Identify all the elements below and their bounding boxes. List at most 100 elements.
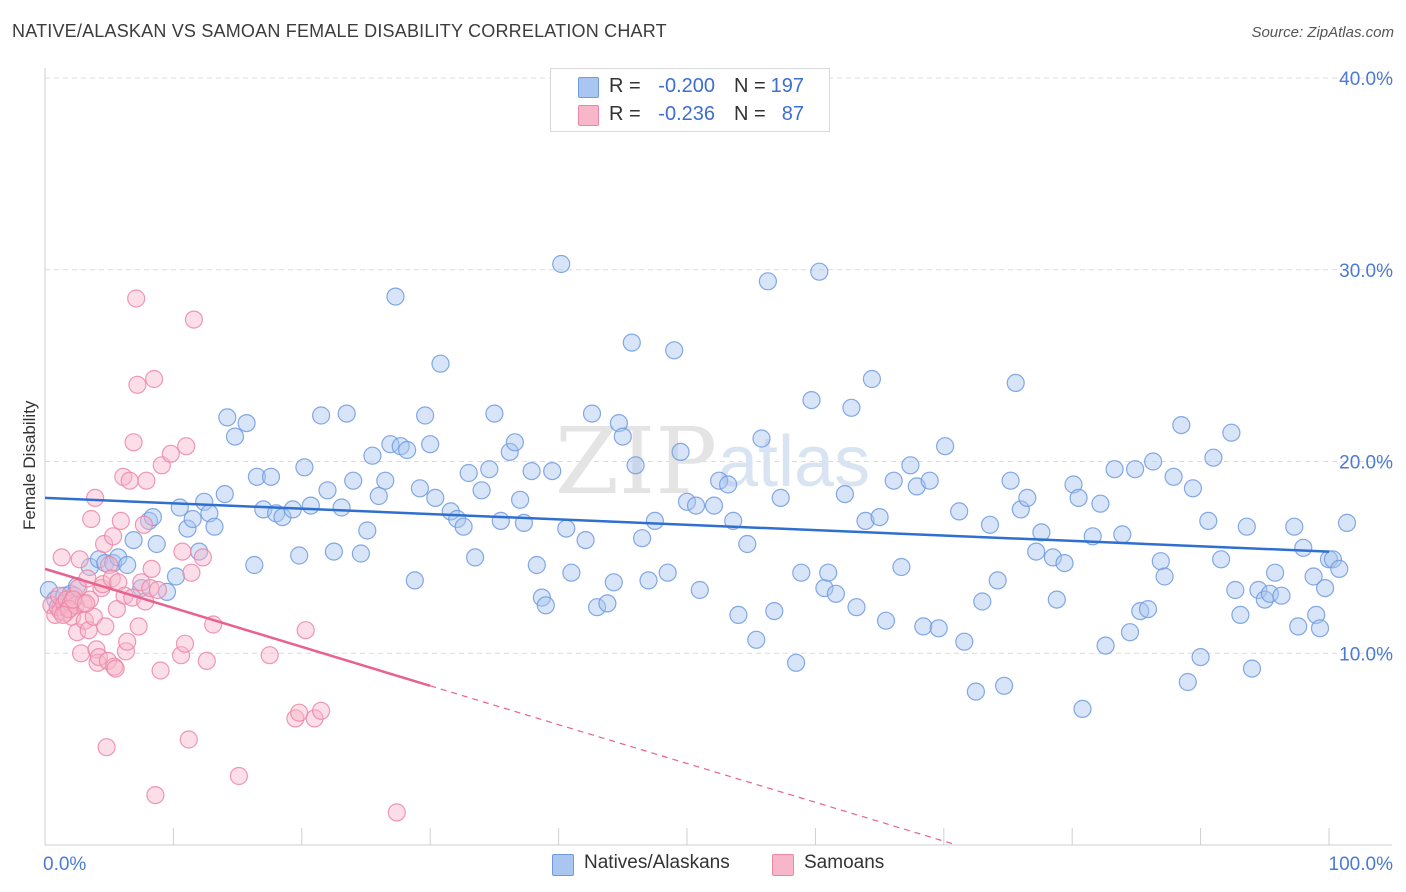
data-point xyxy=(955,632,974,651)
data-point xyxy=(1043,548,1063,567)
stats-legend: R = -0.200 N = 197 R = -0.236 N = 87 xyxy=(550,68,830,132)
data-point xyxy=(1183,479,1203,498)
data-point xyxy=(1047,590,1066,609)
data-point xyxy=(1069,488,1088,507)
r-value: -0.200 xyxy=(658,75,715,97)
watermark-zip: ZIP xyxy=(555,408,717,515)
data-point xyxy=(369,486,388,506)
data-point xyxy=(609,414,629,433)
data-point xyxy=(132,573,151,592)
data-point xyxy=(1138,599,1158,619)
data-point xyxy=(557,519,576,538)
watermark-atlas: atlas xyxy=(718,422,870,502)
data-point xyxy=(1120,623,1140,642)
x-tick-label: 0.0% xyxy=(43,854,86,875)
r-label: R = xyxy=(609,103,641,125)
data-point xyxy=(1231,605,1250,625)
chart-title: NATIVE/ALASKAN VS SAMOAN FEMALE DISABILI… xyxy=(12,21,667,41)
data-point xyxy=(120,471,139,490)
data-point xyxy=(161,444,180,463)
data-point xyxy=(1249,580,1268,600)
data-point xyxy=(332,498,351,517)
data-point xyxy=(124,530,143,550)
data-point xyxy=(100,555,119,575)
data-point xyxy=(765,601,784,621)
data-point xyxy=(290,546,309,565)
data-point xyxy=(966,682,986,701)
data-point xyxy=(835,485,855,504)
data-point xyxy=(862,369,882,389)
data-point xyxy=(182,563,201,582)
data-point xyxy=(118,632,137,651)
data-point xyxy=(709,471,729,490)
data-point xyxy=(738,534,757,554)
data-point xyxy=(410,479,429,498)
x-tick-label: 100.0% xyxy=(1329,854,1394,875)
data-point xyxy=(819,563,838,582)
data-point xyxy=(587,598,607,617)
data-point xyxy=(351,544,370,563)
data-point xyxy=(884,471,903,490)
data-point xyxy=(622,333,641,352)
data-point xyxy=(344,471,363,490)
data-point xyxy=(193,548,212,567)
data-point xyxy=(376,471,395,490)
data-point xyxy=(1260,584,1280,603)
data-point xyxy=(324,542,343,561)
data-point xyxy=(1105,460,1124,479)
data-point xyxy=(116,642,136,661)
data-point xyxy=(229,766,248,786)
legend-swatch-blue xyxy=(578,77,599,98)
data-point xyxy=(752,429,771,448)
data-point xyxy=(290,703,309,722)
data-point xyxy=(177,437,196,456)
data-point xyxy=(1073,699,1092,719)
data-point xyxy=(562,563,581,582)
data-point xyxy=(527,555,546,575)
data-point xyxy=(690,580,709,600)
data-point xyxy=(856,511,875,531)
data-point xyxy=(466,548,485,567)
data-point xyxy=(1337,513,1357,533)
data-point xyxy=(312,701,331,720)
data-point xyxy=(1096,636,1115,655)
data-point xyxy=(296,621,315,640)
y-tick-label: 40.0% xyxy=(1339,69,1393,90)
data-point xyxy=(195,492,214,511)
tick-labels: 10.0% 20.0% 30.0% 40.0% 0.0% 100.0% xyxy=(43,69,1393,875)
data-point xyxy=(237,414,256,433)
data-point xyxy=(1001,471,1020,490)
data-point xyxy=(85,488,105,507)
data-point xyxy=(247,467,266,486)
data-point xyxy=(491,511,510,531)
data-point xyxy=(52,548,71,567)
data-point xyxy=(1178,672,1197,692)
data-point xyxy=(183,509,202,529)
trend-lines xyxy=(44,496,1330,846)
data-point xyxy=(89,647,109,667)
y-tick-label: 20.0% xyxy=(1339,453,1393,474)
data-point xyxy=(870,507,889,527)
data-point xyxy=(914,617,933,636)
data-point xyxy=(179,730,198,749)
data-point xyxy=(552,254,571,274)
data-point xyxy=(1125,460,1145,479)
axes xyxy=(44,68,1392,846)
data-point xyxy=(892,557,911,577)
data-point xyxy=(632,529,652,548)
trend-line-samoans xyxy=(44,567,431,688)
data-point xyxy=(810,262,829,281)
data-point xyxy=(929,619,948,638)
data-point xyxy=(1091,494,1110,513)
data-point xyxy=(173,542,192,561)
data-point xyxy=(305,709,324,728)
data-point xyxy=(472,481,491,500)
data-point xyxy=(510,490,530,509)
data-point xyxy=(485,404,504,423)
data-point xyxy=(129,617,148,636)
natives-alaskans-points xyxy=(39,254,1357,719)
data-point xyxy=(225,427,245,446)
data-point xyxy=(1199,511,1218,531)
data-point xyxy=(729,605,748,625)
data-point xyxy=(1191,647,1210,667)
